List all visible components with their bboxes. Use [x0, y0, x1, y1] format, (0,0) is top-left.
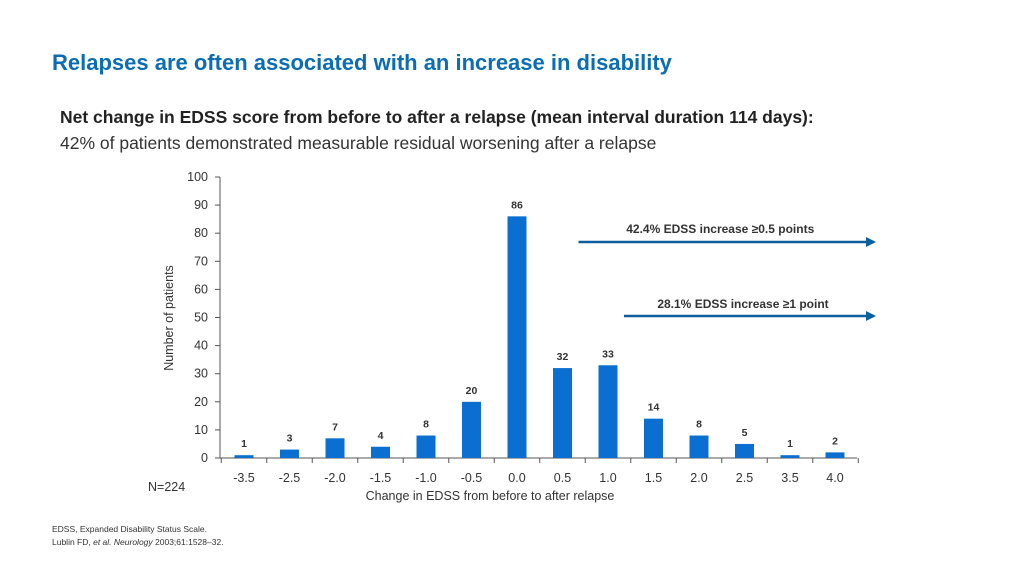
reference-details: 2003;61:1528–32.	[152, 537, 224, 547]
bar--1.0	[416, 435, 436, 458]
chart-subtitle: Net change in EDSS score from before to …	[60, 107, 814, 127]
data-label: 8	[696, 419, 702, 431]
data-label: 1	[787, 438, 793, 450]
bar-2.5	[735, 443, 754, 458]
data-label: 3	[287, 433, 293, 445]
bar--3.5	[234, 455, 254, 458]
reference-journal: et al. Neurology	[93, 537, 153, 547]
bar--2.0	[325, 438, 345, 458]
y-tick-label: 100	[187, 170, 208, 184]
x-tick-label: -0.5	[461, 471, 483, 485]
x-tick-label: -2.5	[279, 471, 301, 485]
bar-1.5	[644, 418, 663, 458]
bar-0.5	[553, 368, 572, 458]
y-tick-label: 0	[201, 451, 208, 465]
bar--0.5	[462, 401, 481, 458]
x-tick-label: 1.0	[599, 471, 616, 485]
y-tick-label: 60	[194, 282, 208, 296]
data-label: 86	[511, 199, 523, 211]
bar--1.5	[371, 446, 390, 458]
annotation-label: 42.4% EDSS increase ≥0.5 points	[626, 222, 814, 236]
y-tick-label: 80	[194, 226, 208, 240]
x-tick-label: -1.5	[370, 471, 392, 485]
bar-3.5	[780, 455, 800, 458]
y-tick-label: 20	[194, 395, 208, 409]
x-tick-label: -3.5	[233, 471, 255, 485]
chart-subtitle-detail: 42% of patients demonstrated measurable …	[60, 133, 657, 153]
x-tick-label: -1.0	[415, 471, 437, 485]
data-label: 8	[423, 419, 429, 431]
bar-0.0	[507, 216, 527, 458]
x-tick-label: 3.5	[781, 471, 798, 485]
x-tick-label: 1.5	[645, 471, 662, 485]
data-label: 5	[742, 427, 748, 439]
y-tick-label: 90	[194, 198, 208, 212]
footnote-reference: Lublin FD, et al. Neurology 2003;61:1528…	[52, 537, 224, 547]
bar-1.0	[598, 365, 618, 458]
y-tick-label: 50	[194, 311, 208, 325]
x-tick-label: 0.0	[508, 471, 525, 485]
footnote-abbreviation: EDSS, Expanded Disability Status Scale.	[52, 524, 207, 534]
data-label: 32	[557, 351, 569, 363]
data-label: 4	[378, 430, 384, 442]
bar--2.5	[280, 449, 299, 458]
x-tick-label: -2.0	[324, 471, 346, 485]
data-label: 2	[832, 435, 838, 447]
x-tick-label: 4.0	[826, 471, 843, 485]
data-label: 20	[466, 385, 478, 397]
data-label: 7	[332, 421, 338, 433]
y-tick-label: 40	[194, 339, 208, 353]
reference-author: Lublin FD,	[52, 537, 94, 547]
y-axis-label: Number of patients	[162, 265, 176, 371]
y-tick-label: 10	[194, 423, 208, 437]
x-tick-label: 2.5	[736, 471, 753, 485]
x-tick-label: 0.5	[554, 471, 571, 485]
x-tick-label: 2.0	[690, 471, 707, 485]
data-label: 14	[648, 402, 660, 414]
sample-size-label: N=224	[148, 480, 186, 494]
bar-2.0	[689, 435, 709, 458]
annotation-label: 28.1% EDSS increase ≥1 point	[657, 297, 828, 311]
data-label: 33	[602, 348, 614, 360]
data-label: 1	[241, 438, 247, 450]
x-axis-label: Change in EDSS from before to after rela…	[366, 489, 615, 503]
bar-4.0	[825, 452, 845, 458]
y-tick-label: 70	[194, 254, 208, 268]
page-title: Relapses are often associated with an in…	[52, 50, 672, 75]
y-tick-label: 30	[194, 367, 208, 381]
